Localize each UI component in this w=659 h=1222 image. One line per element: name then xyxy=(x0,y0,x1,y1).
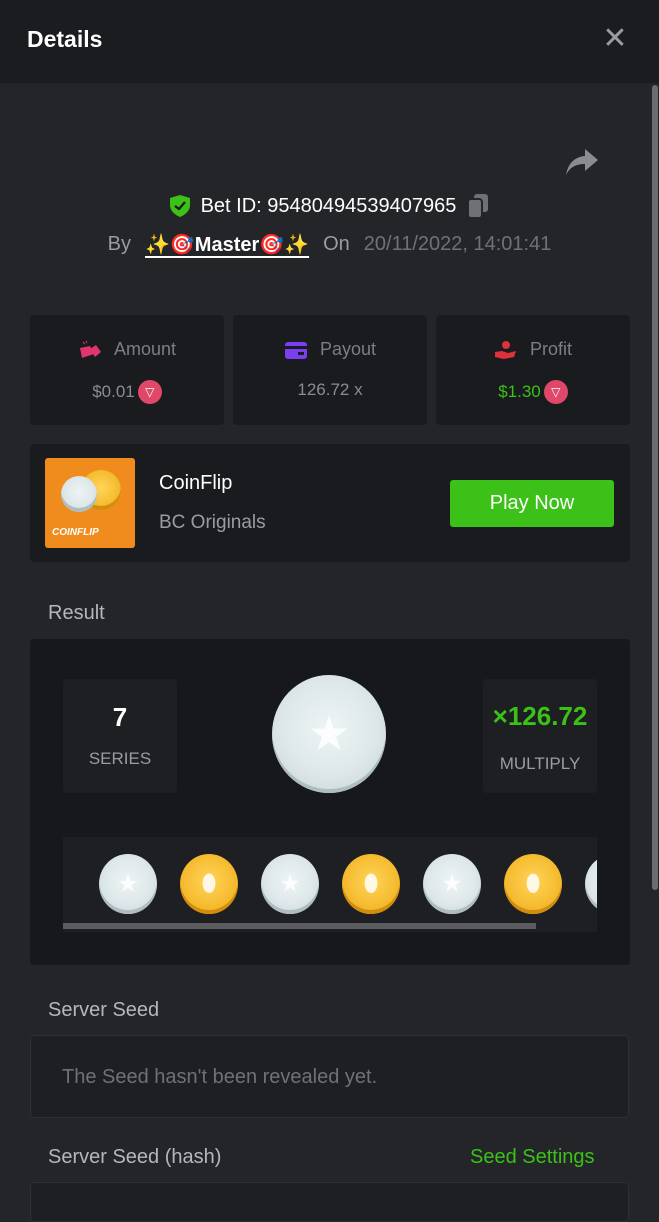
server-seed-field: The Seed hasn't been revealed yet. xyxy=(30,1035,629,1118)
trx-icon: ▽ xyxy=(543,380,568,404)
history-coin-gold-icon: ⬮ xyxy=(342,854,400,914)
amount-value: $0.01 xyxy=(92,382,135,401)
result-label: Result xyxy=(48,602,105,624)
server-seed-hash-label: Server Seed (hash) xyxy=(48,1146,222,1168)
series-label: SERIES xyxy=(88,749,152,768)
header: Details ✕ xyxy=(0,0,659,83)
multiply-value: ×126.72 xyxy=(492,701,588,731)
payout-label: Payout xyxy=(319,339,377,359)
on-label: On xyxy=(323,233,350,255)
result-coin-silver-star-icon: ★ xyxy=(272,675,386,793)
game-thumbnail[interactable]: COINFLIP xyxy=(45,458,135,548)
profit-card: Profit $1.30 ▽ xyxy=(436,315,630,425)
result-panel: 7 SERIES ★ ×126.72 MULTIPLY ★ ⬮ ★ ⬮ ★ ⬮ … xyxy=(30,639,630,965)
page-title: Details xyxy=(27,26,103,52)
history-coin-silver-icon: ★ xyxy=(99,854,157,914)
series-value: 7 xyxy=(112,702,128,732)
series-box: 7 SERIES xyxy=(63,679,177,793)
amount-card: Amount $0.01 ▽ xyxy=(30,315,224,425)
user-link[interactable]: ✨🎯Master🎯✨ xyxy=(144,234,310,256)
copy-icon[interactable] xyxy=(466,193,490,219)
history-coin-gold-icon: ⬮ xyxy=(180,854,238,914)
play-now-button[interactable]: Play Now xyxy=(450,480,614,527)
payout-value: 126.72 x xyxy=(297,380,363,399)
profit-hand-icon xyxy=(494,340,516,359)
bet-by-row: By ✨🎯Master🎯✨ On 20/11/2022, 14:01:41 xyxy=(0,232,659,257)
amount-label: Amount xyxy=(113,339,177,359)
profit-value: $1.30 xyxy=(498,382,541,401)
history-coin-silver-icon: ★ xyxy=(261,854,319,914)
multiply-label: MULTIPLY xyxy=(499,754,581,773)
share-icon[interactable] xyxy=(565,146,599,178)
horizontal-scrollbar[interactable] xyxy=(63,923,536,929)
bet-id-label: Bet ID: xyxy=(200,194,262,217)
game-card: COINFLIP CoinFlip BC Originals Play Now xyxy=(30,444,630,562)
thumbnail-label: COINFLIP xyxy=(52,527,99,538)
trx-icon: ▽ xyxy=(137,380,162,404)
bet-id-row: Bet ID: 95480494539407965 xyxy=(0,193,659,219)
by-label: By xyxy=(107,233,131,255)
payout-card: Payout 126.72 x xyxy=(233,315,427,425)
bet-id-value: 95480494539407965 xyxy=(267,194,457,217)
history-coin-silver-icon: ★ xyxy=(423,854,481,914)
history-coin-silver-icon: ★ xyxy=(585,854,597,914)
server-seed-label: Server Seed xyxy=(48,999,160,1021)
history-coin-gold-icon: ⬮ xyxy=(504,854,562,914)
coin-history-strip[interactable]: ★ ⬮ ★ ⬮ ★ ⬮ ★ xyxy=(63,837,597,932)
close-icon[interactable]: ✕ xyxy=(602,22,628,55)
profit-label: Profit xyxy=(529,339,572,359)
game-name[interactable]: CoinFlip xyxy=(159,472,233,494)
bet-date: 20/11/2022, 14:01:41 xyxy=(363,233,552,255)
game-provider: BC Originals xyxy=(159,512,266,533)
server-seed-hash-field xyxy=(30,1182,629,1222)
amount-icon xyxy=(79,340,101,358)
vertical-scrollbar[interactable] xyxy=(652,85,658,890)
multiply-box: ×126.72 MULTIPLY xyxy=(483,679,597,793)
verified-shield-icon xyxy=(169,195,190,217)
seed-settings-link[interactable]: Seed Settings xyxy=(470,1146,595,1168)
payout-card-icon xyxy=(284,341,307,359)
